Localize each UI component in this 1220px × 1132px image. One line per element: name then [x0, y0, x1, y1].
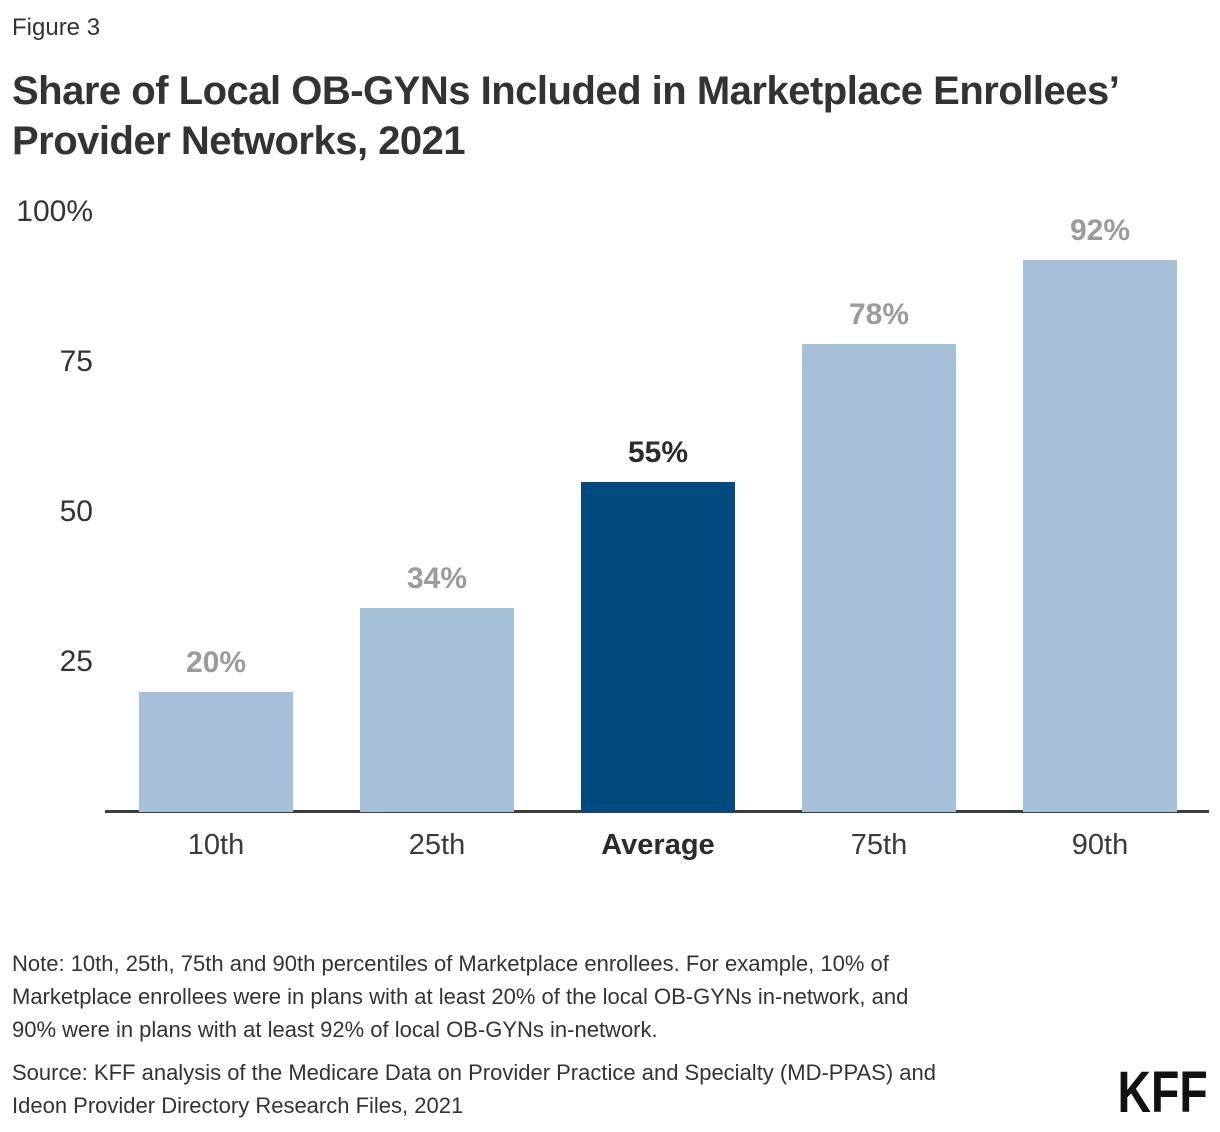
value-label-75th: 78%	[848, 298, 910, 331]
figure-label: Figure 3	[12, 14, 101, 41]
x-axis-tick-label-75th: 75th	[850, 829, 908, 861]
y-axis-tick-label: 100%	[16, 195, 93, 228]
x-axis-tick-label-average: Average	[601, 829, 715, 861]
x-axis-tick-label-90th: 90th	[1071, 829, 1129, 861]
y-axis-tick-label: 75	[59, 345, 93, 378]
bar-average	[581, 482, 735, 812]
kff-logo: KFF	[1117, 1060, 1208, 1125]
note-text: Note: 10th, 25th, 75th and 90th percenti…	[12, 951, 909, 1042]
value-label-25th: 34%	[406, 562, 468, 595]
bar-25th	[360, 608, 514, 812]
value-label-90th: 92%	[1069, 214, 1131, 247]
bar-90th	[1023, 260, 1177, 812]
y-axis-tick-label: 50	[59, 495, 93, 528]
x-axis-tick-label-25th: 25th	[408, 829, 466, 861]
x-axis-tick-label-10th: 10th	[187, 829, 245, 861]
value-label-average: 55%	[627, 436, 689, 469]
y-axis-tick-label: 25	[59, 645, 93, 678]
value-label-10th: 20%	[185, 646, 247, 679]
bar-10th	[139, 692, 293, 812]
chart-title: Share of Local OB-GYNs Included in Marke…	[12, 69, 1120, 163]
bar-75th	[802, 344, 956, 812]
source-text: Source: KFF analysis of the Medicare Dat…	[12, 1060, 936, 1118]
